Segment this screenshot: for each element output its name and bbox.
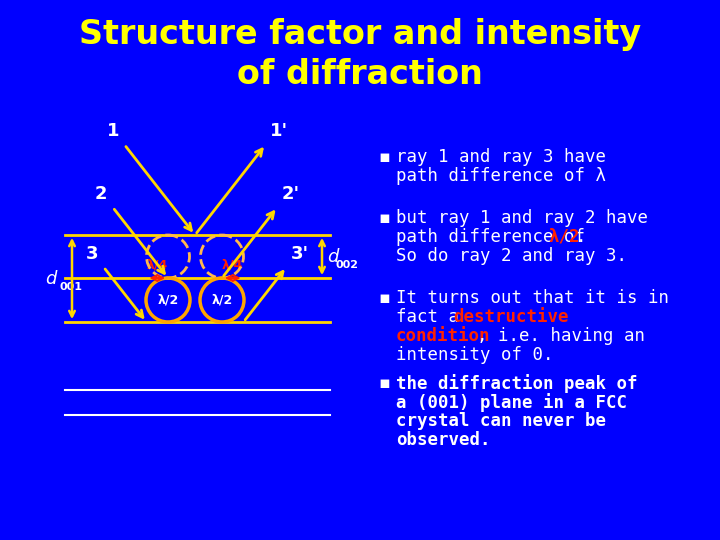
Text: $d$: $d$ [327, 247, 341, 266]
Text: 2: 2 [95, 185, 107, 203]
Text: path difference of: path difference of [396, 228, 595, 246]
Text: 002: 002 [336, 260, 359, 269]
Text: ▪: ▪ [378, 374, 390, 392]
Text: destructive: destructive [453, 308, 569, 326]
Text: ▪: ▪ [378, 209, 390, 227]
Text: 001: 001 [60, 282, 83, 293]
Text: 1': 1' [270, 123, 288, 140]
Text: ▪: ▪ [378, 148, 390, 166]
Text: intensity of 0.: intensity of 0. [396, 346, 554, 363]
Text: ray 1 and ray 3 have: ray 1 and ray 3 have [396, 148, 606, 166]
Text: 3: 3 [86, 245, 99, 263]
Text: fact a: fact a [396, 308, 469, 326]
Text: 1: 1 [107, 123, 120, 140]
Text: .: . [576, 228, 587, 246]
Text: $d$: $d$ [45, 269, 59, 287]
Text: condition: condition [396, 327, 490, 345]
Text: λ/2: λ/2 [212, 294, 233, 307]
Text: 2': 2' [282, 185, 300, 203]
Text: λ/2: λ/2 [158, 294, 179, 307]
Text: but ray 1 and ray 2 have: but ray 1 and ray 2 have [396, 209, 648, 227]
Text: observed.: observed. [396, 431, 490, 449]
Text: λ/4: λ/4 [147, 259, 168, 272]
Text: the diffraction peak of: the diffraction peak of [396, 374, 637, 393]
Text: of diffraction: of diffraction [237, 58, 483, 91]
Text: crystal can never be: crystal can never be [396, 412, 606, 430]
Text: 3': 3' [291, 245, 309, 263]
Text: , i.e. having an: , i.e. having an [477, 327, 645, 345]
Text: ▪: ▪ [378, 288, 390, 307]
Text: path difference of λ: path difference of λ [396, 167, 606, 185]
Text: λ/2: λ/2 [548, 228, 580, 246]
Text: a (001) plane in a FCC: a (001) plane in a FCC [396, 393, 627, 412]
Text: It turns out that it is in: It turns out that it is in [396, 288, 669, 307]
Text: λ/4: λ/4 [222, 259, 243, 272]
Text: So do ray 2 and ray 3.: So do ray 2 and ray 3. [396, 247, 627, 265]
Text: Structure factor and intensity: Structure factor and intensity [79, 18, 641, 51]
